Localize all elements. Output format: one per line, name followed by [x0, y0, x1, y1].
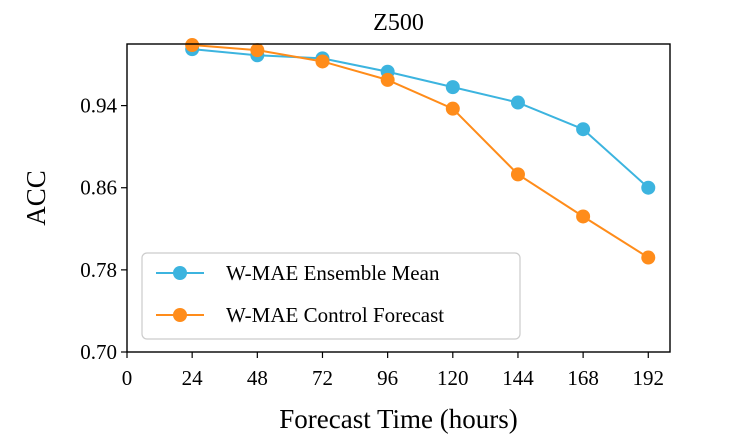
y-tick-label: 0.86	[80, 176, 117, 200]
data-point	[576, 209, 591, 224]
data-point	[576, 122, 591, 137]
series-line-2	[192, 44, 649, 259]
x-tick-label: 144	[502, 366, 534, 390]
y-axis: 0.70 0.78 0.86 0.94	[80, 94, 127, 364]
x-axis-title: Forecast Time (hours)	[279, 404, 518, 434]
legend-label: W-MAE Control Forecast	[226, 303, 444, 327]
chart-title: Z500	[373, 10, 424, 36]
x-tick-label: 192	[633, 366, 665, 390]
y-tick-label: 0.94	[80, 94, 117, 118]
data-point	[445, 80, 460, 95]
x-tick-label: 120	[437, 366, 469, 390]
legend-marker	[173, 266, 187, 280]
y-axis-title: ACC	[21, 170, 51, 226]
legend-box	[141, 252, 521, 340]
data-point	[315, 54, 330, 69]
data-point	[510, 95, 525, 110]
x-tick-label: 48	[247, 366, 268, 390]
x-tick-label: 24	[182, 366, 204, 390]
plot-frame	[126, 43, 671, 353]
data-point	[641, 180, 656, 195]
legend-label: W-MAE Ensemble Mean	[226, 261, 440, 285]
x-tick-label: 0	[122, 366, 133, 390]
x-tick-label: 96	[377, 366, 398, 390]
legend: W-MAE Ensemble Mean W-MAE Control Forecas…	[141, 252, 521, 340]
data-point	[445, 101, 460, 116]
x-tick-label: 168	[567, 366, 599, 390]
series-line-1	[192, 48, 649, 189]
data-point	[380, 72, 395, 87]
x-tick-label: 72	[312, 366, 333, 390]
data-point	[250, 43, 265, 58]
y-tick-label: 0.70	[80, 340, 117, 364]
data-point	[510, 167, 525, 182]
x-axis: 0 24 48 72 96 120 144 168 192	[122, 352, 664, 390]
y-tick-label: 0.78	[80, 258, 117, 282]
series-layer	[185, 38, 656, 265]
legend-marker	[173, 308, 187, 322]
data-point	[641, 250, 656, 265]
data-point	[185, 38, 200, 53]
